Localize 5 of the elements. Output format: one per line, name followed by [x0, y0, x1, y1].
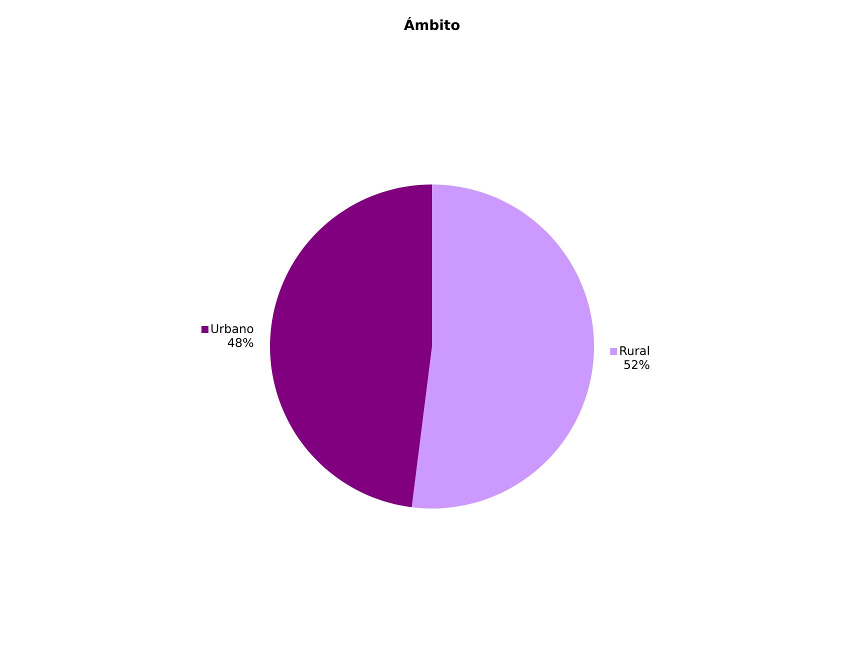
data-label: 52%	[624, 360, 650, 370]
legend-label: Rural	[620, 346, 649, 356]
legend-label: Urbano	[211, 324, 254, 334]
chart-title: Ámbito	[404, 17, 460, 30]
data-label: 48%	[228, 338, 254, 348]
